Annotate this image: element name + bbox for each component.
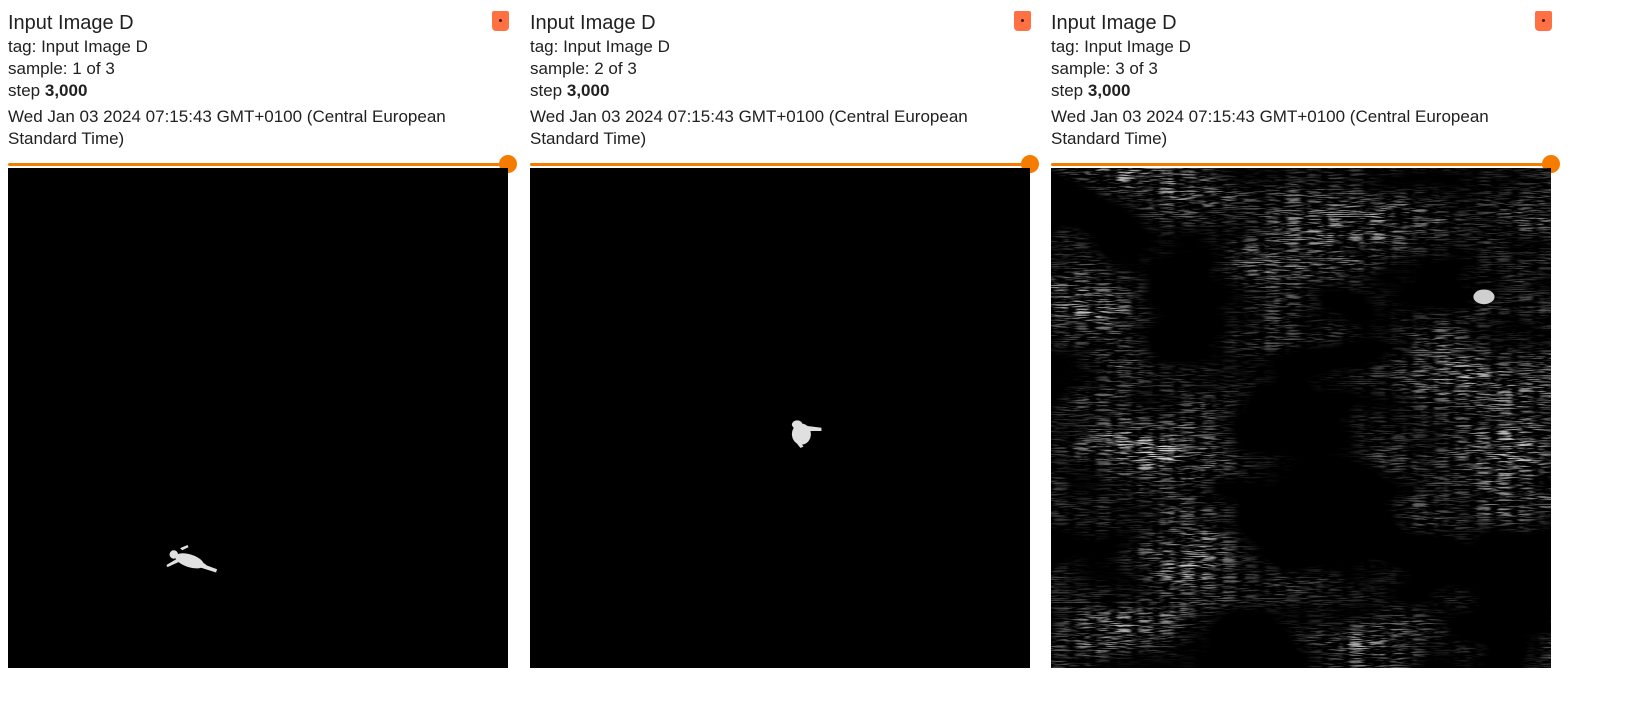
card-tag: tag: Input Image D [1051, 37, 1191, 56]
step-prefix: step [530, 81, 563, 100]
step-value: 3,000 [1087, 81, 1131, 100]
image-card-2: Input Image D tag: Input Image D sample:… [522, 0, 1050, 712]
card-title: Input Image D [530, 12, 656, 34]
sample-image-canvas [530, 168, 1030, 668]
slider-track [1051, 163, 1551, 166]
step-prefix: step [1051, 81, 1084, 100]
card-header: Input Image D tag: Input Image D sample:… [1051, 10, 1561, 150]
pin-dot [1021, 19, 1024, 22]
bright-blob [1473, 289, 1495, 305]
slider-track [530, 163, 1030, 166]
card-step: step 3,000 [530, 80, 1040, 102]
card-timestamp: Wed Jan 03 2024 07:15:43 GMT+0100 (Centr… [1051, 107, 1489, 148]
sample-image [8, 168, 508, 668]
figure-shape [791, 420, 822, 448]
card-step: step 3,000 [8, 80, 518, 102]
figure-shape [166, 544, 218, 573]
sample-image [530, 168, 1030, 668]
image-card-1: Input Image D tag: Input Image D sample:… [0, 0, 528, 712]
sample-image [1051, 168, 1551, 668]
pin-icon[interactable] [1014, 11, 1031, 31]
card-timestamp: Wed Jan 03 2024 07:15:43 GMT+0100 (Centr… [8, 107, 446, 148]
card-header: Input Image D tag: Input Image D sample:… [8, 10, 518, 150]
card-title: Input Image D [8, 12, 134, 34]
card-timestamp: Wed Jan 03 2024 07:15:43 GMT+0100 (Centr… [530, 107, 968, 148]
card-title: Input Image D [1051, 12, 1177, 34]
card-tag: tag: Input Image D [530, 37, 670, 56]
pin-dot [1542, 19, 1545, 22]
card-tag: tag: Input Image D [8, 37, 148, 56]
step-value: 3,000 [566, 81, 610, 100]
slider-track [8, 163, 508, 166]
card-header: Input Image D tag: Input Image D sample:… [530, 10, 1040, 150]
image-card-3: Input Image D tag: Input Image D sample:… [1043, 0, 1571, 712]
pin-icon[interactable] [492, 11, 509, 31]
card-step: step 3,000 [1051, 80, 1561, 102]
pin-icon[interactable] [1535, 11, 1552, 31]
step-prefix: step [8, 81, 41, 100]
step-value: 3,000 [44, 81, 88, 100]
sample-image-canvas [8, 168, 508, 668]
card-sample: sample: 1 of 3 [8, 59, 115, 78]
sample-image-canvas [1051, 168, 1551, 668]
card-sample: sample: 3 of 3 [1051, 59, 1158, 78]
pin-dot [499, 19, 502, 22]
card-sample: sample: 2 of 3 [530, 59, 637, 78]
